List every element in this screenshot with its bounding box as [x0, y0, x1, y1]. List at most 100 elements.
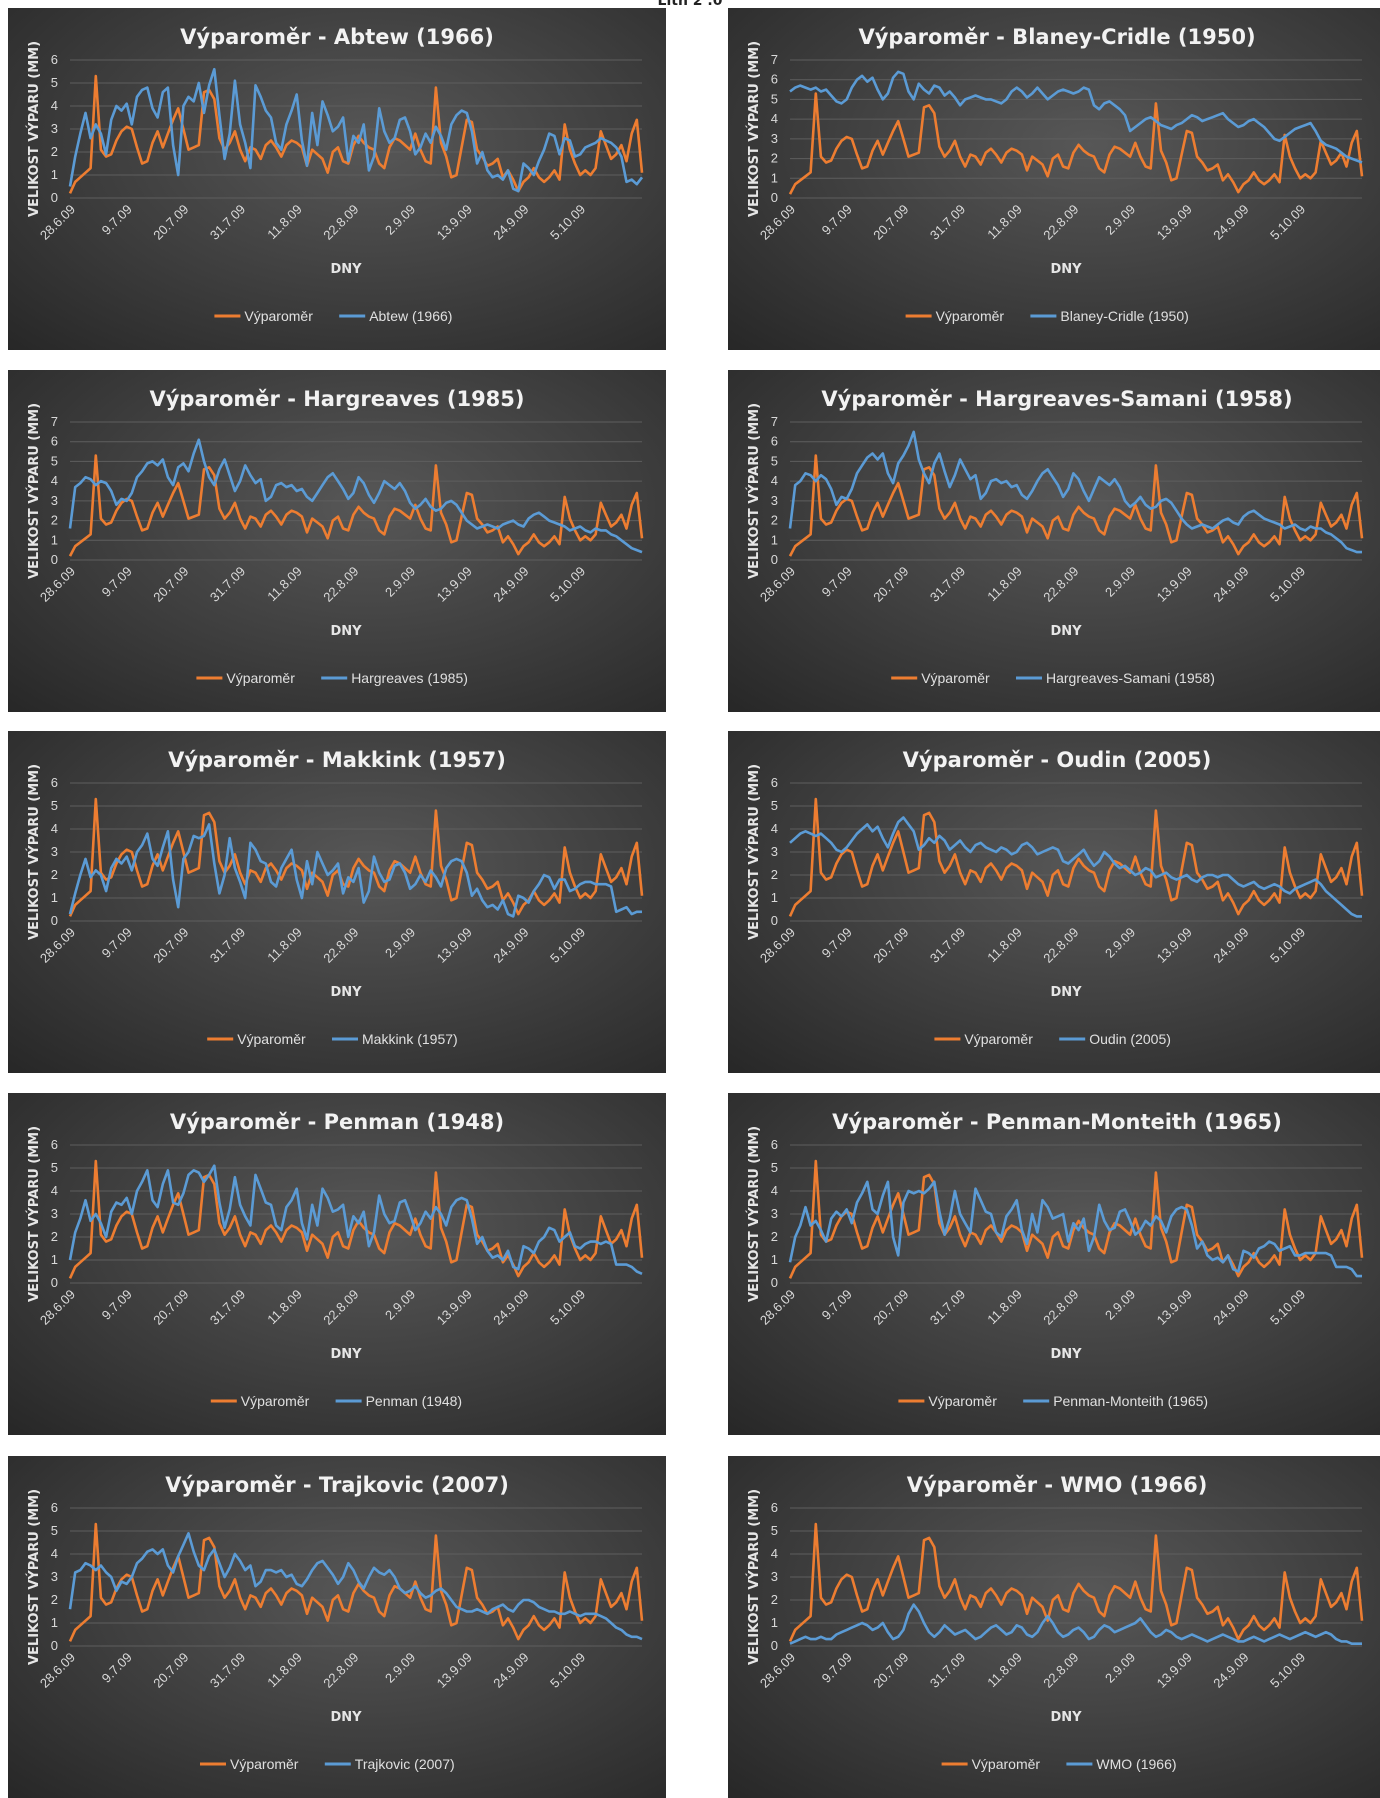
x-tick-label: 22.8.09: [1040, 564, 1081, 605]
x-tick-label: 31.7.09: [207, 202, 248, 243]
y-axis-label: VELIKOST VÝPARU (MM): [26, 1126, 42, 1302]
x-tick-label: 13.9.09: [434, 925, 475, 966]
y-tick-label: 7: [771, 414, 778, 429]
y-tick-label: 0: [771, 913, 778, 928]
x-tick-label: 11.8.09: [984, 1287, 1025, 1328]
y-tick-label: 6: [51, 1137, 58, 1152]
x-tick-label: 24.9.09: [1210, 564, 1251, 605]
y-tick-label: 6: [51, 434, 58, 449]
legend-label: Makkink (1957): [362, 1031, 458, 1047]
x-axis-label: DNY: [1050, 624, 1082, 639]
x-tick-label: 11.8.09: [264, 564, 305, 605]
x-tick-label: 9.7.09: [819, 1650, 855, 1686]
y-axis-label: VELIKOST VÝPARU (MM): [26, 41, 42, 217]
chart-svg: Výparoměr - Trajkovic (2007) 0 1 2 3 4 5 6 VELIK…: [26, 1473, 644, 1772]
x-tick-label: 22.8.09: [1040, 925, 1081, 966]
series-line-model: [789, 816, 1362, 918]
series-line-model: [68, 1532, 643, 1641]
chart-panel: Výparoměr - Blaney-Cridle (1950) 0 1 2 3 4 5 6 7…: [728, 8, 1380, 350]
x-tick-label: 31.7.09: [207, 1650, 248, 1691]
x-tick-label: 13.9.09: [1154, 1287, 1195, 1328]
y-tick-label: 2: [771, 513, 778, 528]
x-tick-label: 11.8.09: [264, 1650, 305, 1691]
y-tick-label: 3: [51, 844, 58, 859]
legend: Výparoměr Hargreaves (1985): [196, 670, 468, 686]
x-tick-label: 9.7.09: [99, 1650, 135, 1686]
y-tick-label: 0: [51, 190, 58, 205]
y-tick-label: 5: [51, 1160, 58, 1175]
x-tick-label: 28.6.09: [37, 202, 78, 243]
x-tick-label: 22.8.09: [1040, 202, 1081, 243]
x-tick-label: 24.9.09: [490, 925, 531, 966]
chart-svg: Výparoměr - Makkink (1957) 0 1 2 3 4 5 6 VELIKOS…: [26, 748, 644, 1047]
chart-title: Výparoměr - Makkink (1957): [168, 748, 506, 772]
y-tick-label: 2: [771, 867, 778, 882]
y-tick-label: 1: [771, 170, 778, 185]
x-tick-label: 20.7.09: [150, 564, 191, 605]
legend: Výparoměr Abtew (1966): [214, 308, 452, 324]
y-tick-label: 0: [771, 552, 778, 567]
series-line-model: [789, 70, 1363, 164]
y-tick-label: 2: [51, 513, 58, 528]
chart-title: Výparoměr - Abtew (1966): [180, 25, 494, 49]
y-tick-label: 3: [771, 1569, 778, 1584]
legend: Výparoměr Penman (1948): [210, 1393, 462, 1409]
legend-label: Výparoměr: [241, 1393, 310, 1409]
x-tick-label: 2.9.09: [1102, 202, 1138, 238]
y-tick-label: 3: [771, 131, 778, 146]
series-line-observed: [788, 1522, 1364, 1642]
y-tick-label: 4: [51, 1546, 58, 1561]
y-axis-label: VELIKOST VÝPARU (MM): [746, 41, 762, 217]
y-tick-label: 1: [51, 167, 58, 182]
y-tick-label: 0: [771, 190, 778, 205]
x-tick-label: 22.8.09: [320, 925, 361, 966]
chart-panel: Výparoměr - WMO (1966) 0 1 2 3 4 5 6 VELIKOST VÝ…: [728, 1456, 1380, 1798]
x-tick-label: 22.8.09: [320, 564, 361, 605]
legend-label: Výparoměr: [244, 308, 313, 324]
y-tick-label: 2: [51, 1592, 58, 1607]
x-tick-label: 13.9.09: [434, 564, 475, 605]
x-tick-label: 22.8.09: [320, 1287, 361, 1328]
x-tick-label: 5.10.09: [547, 1650, 588, 1691]
x-tick-label: 9.7.09: [99, 564, 135, 600]
x-axis-label: DNY: [330, 1347, 362, 1362]
y-tick-label: 6: [771, 1137, 778, 1152]
x-tick-label: 24.9.09: [1210, 1287, 1251, 1328]
y-axis-label: VELIKOST VÝPARU (MM): [26, 764, 42, 940]
chart-svg: Výparoměr - Penman-Monteith (1965) 0 1 2 3 4 5…: [746, 1110, 1364, 1409]
y-tick-label: 6: [771, 775, 778, 790]
chart-title: Výparoměr - Hargreaves-Samani (1958): [821, 387, 1292, 411]
x-tick-label: 22.8.09: [320, 202, 361, 243]
y-tick-label: 6: [51, 775, 58, 790]
y-tick-label: 4: [51, 1183, 58, 1198]
legend: Výparoměr Makkink (1957): [207, 1031, 458, 1047]
legend-label: WMO (1966): [1096, 1756, 1176, 1772]
x-tick-label: 5.10.09: [547, 925, 588, 966]
x-tick-label: 28.6.09: [37, 925, 78, 966]
x-tick-label: 9.7.09: [819, 925, 855, 961]
x-tick-label: 11.8.09: [264, 1287, 305, 1328]
x-tick-label: 28.6.09: [37, 564, 78, 605]
legend-label: Hargreaves-Samani (1958): [1046, 670, 1215, 686]
series-line-model: [788, 430, 1362, 554]
x-tick-label: 20.7.09: [870, 1287, 911, 1328]
y-tick-label: 1: [51, 890, 58, 905]
x-tick-label: 31.7.09: [927, 202, 968, 243]
series-line-observed: [68, 1159, 644, 1279]
x-tick-label: 24.9.09: [490, 202, 531, 243]
legend-label: Výparoměr: [972, 1756, 1041, 1772]
y-axis-label: VELIKOST VÝPARU (MM): [26, 403, 42, 579]
chart-title: Výparoměr - Trajkovic (2007): [165, 1473, 509, 1497]
chart-svg: Výparoměr - Abtew (1966) 0 1 2 3 4 5 6 VELIKOST …: [26, 25, 644, 324]
legend-label: Výparoměr: [226, 670, 295, 686]
x-tick-label: 24.9.09: [490, 564, 531, 605]
y-tick-label: 0: [51, 552, 58, 567]
x-tick-label: 2.9.09: [1102, 564, 1138, 600]
x-tick-label: 5.10.09: [547, 564, 588, 605]
y-tick-label: 0: [771, 1275, 778, 1290]
legend-label: Výparoměr: [928, 1393, 997, 1409]
legend-label: Trajkovic (2007): [355, 1756, 455, 1772]
y-tick-label: 3: [771, 493, 778, 508]
y-axis-label: VELIKOST VÝPARU (MM): [26, 1489, 42, 1665]
y-tick-label: 3: [51, 493, 58, 508]
